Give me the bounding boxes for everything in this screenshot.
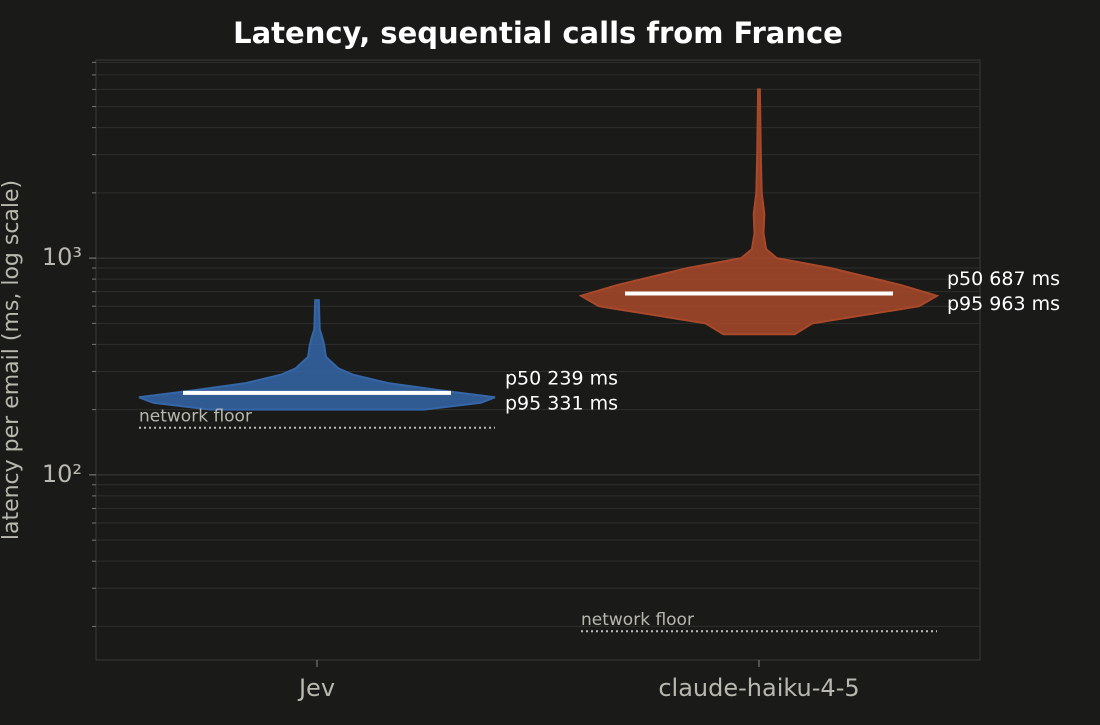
floor-label: network floor [139,407,252,427]
p50-label: p50 687 ms [947,268,1060,290]
floor-label: network floor [581,610,694,630]
violin [578,88,940,336]
chart-title: Latency, sequential calls from France [233,16,843,50]
p95-label: p95 963 ms [947,293,1060,315]
y-axis-label: latency per email (ms, log scale) [0,180,24,540]
x-tick-label: claude-haiku-4-5 [658,674,859,702]
y-tick-label: 10³ [42,243,82,271]
y-tick-label: 10² [42,460,82,488]
violin [138,299,496,411]
plot-frame [95,59,981,661]
p95-label: p95 331 ms [505,392,618,414]
x-tick-label: Jev [297,674,335,702]
p50-label: p50 239 ms [505,367,618,389]
